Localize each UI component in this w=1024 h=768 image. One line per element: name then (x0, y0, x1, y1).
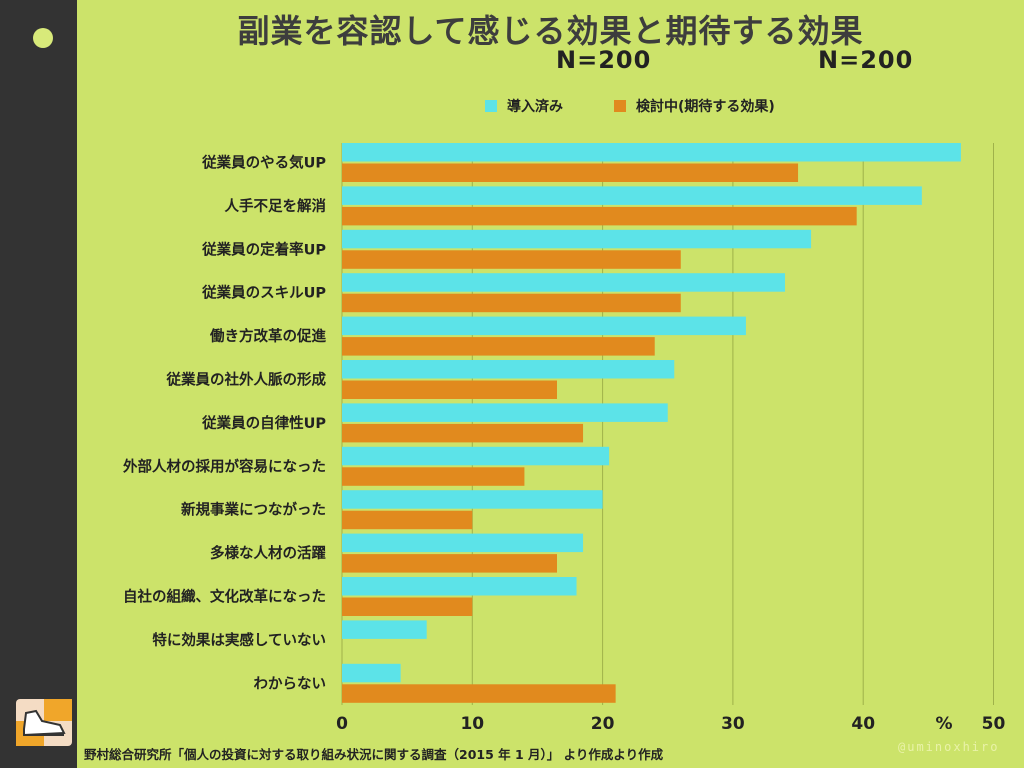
bar-considering (342, 206, 857, 226)
category-label: 多様な人材の活躍 (210, 544, 326, 562)
category-label: 人手不足を解消 (225, 197, 327, 215)
category-label: 新規事業につながった (181, 501, 326, 519)
bar-considering (342, 554, 557, 573)
bar-considering (342, 380, 557, 399)
chart-title: 副業を容認して感じる効果と期待する効果 (237, 12, 864, 50)
sample-size-label-2: N=200 (818, 46, 914, 74)
bar-implemented (342, 490, 603, 509)
bar-implemented (342, 620, 427, 639)
bar-implemented (342, 446, 610, 466)
bar-considering (342, 423, 584, 443)
bar-implemented (342, 186, 922, 205)
x-tick-label: 40 (851, 714, 875, 734)
bar-implemented (342, 316, 746, 336)
bar-implemented (342, 577, 577, 596)
shoe-logo-icon (16, 699, 72, 746)
legend-label-implemented: 導入済み (507, 99, 563, 115)
bar-considering (342, 684, 616, 703)
bar-implemented (342, 229, 812, 249)
left-sidebar (0, 0, 77, 768)
sidebar-dot (33, 28, 53, 48)
legend-label-considering: 検討中(期待する効果) (636, 99, 775, 115)
category-label: 特に効果は実感していない (152, 631, 326, 649)
x-tick-label: 30 (721, 714, 745, 734)
bar-implemented (342, 663, 401, 683)
category-label: 自社の組織、文化改革になった (123, 588, 326, 606)
category-label: わからない (254, 675, 327, 692)
x-tick-label: % (935, 714, 952, 734)
category-label: 従業員のスキルUP (201, 284, 326, 302)
legend-item-implemented: 導入済み (485, 97, 563, 115)
legend-swatch-considering (614, 100, 626, 112)
category-label: 従業員の自律性UP (201, 414, 326, 432)
bar-considering (342, 510, 473, 530)
category-label: 働き方改革の促進 (209, 327, 326, 345)
bar-considering (342, 597, 473, 616)
x-tick-label: 0 (336, 714, 348, 734)
bar-implemented (342, 533, 584, 553)
bar-implemented (342, 143, 961, 162)
category-label: 従業員のやる気UP (201, 154, 326, 172)
x-tick-label: 10 (460, 714, 484, 734)
bar-implemented (342, 273, 786, 292)
bar-considering (342, 250, 681, 269)
legend-item-considering: 検討中(期待する効果) (614, 97, 775, 115)
watermark: @uminoxhiro (898, 740, 1000, 754)
bar-implemented (342, 360, 675, 379)
source-note: 野村総合研究所「個人の投資に対する取り組み状況に関する調査（2015 年 1 月… (84, 747, 664, 762)
bar-implemented (342, 403, 668, 422)
legend-swatch-implemented (485, 100, 497, 112)
category-label: 外部人材の採用が容易になった (123, 457, 326, 475)
bar-considering (342, 163, 799, 182)
category-label: 従業員の定着率UP (201, 240, 326, 258)
x-tick-label: 20 (591, 714, 615, 734)
bar-considering (342, 293, 681, 313)
category-label: 従業員の社外人脈の形成 (166, 371, 327, 389)
bar-considering (342, 337, 655, 356)
sample-size-label-1: N=200 (556, 46, 652, 74)
bar-considering (342, 467, 525, 486)
x-tick-label: 50 (982, 714, 1006, 734)
